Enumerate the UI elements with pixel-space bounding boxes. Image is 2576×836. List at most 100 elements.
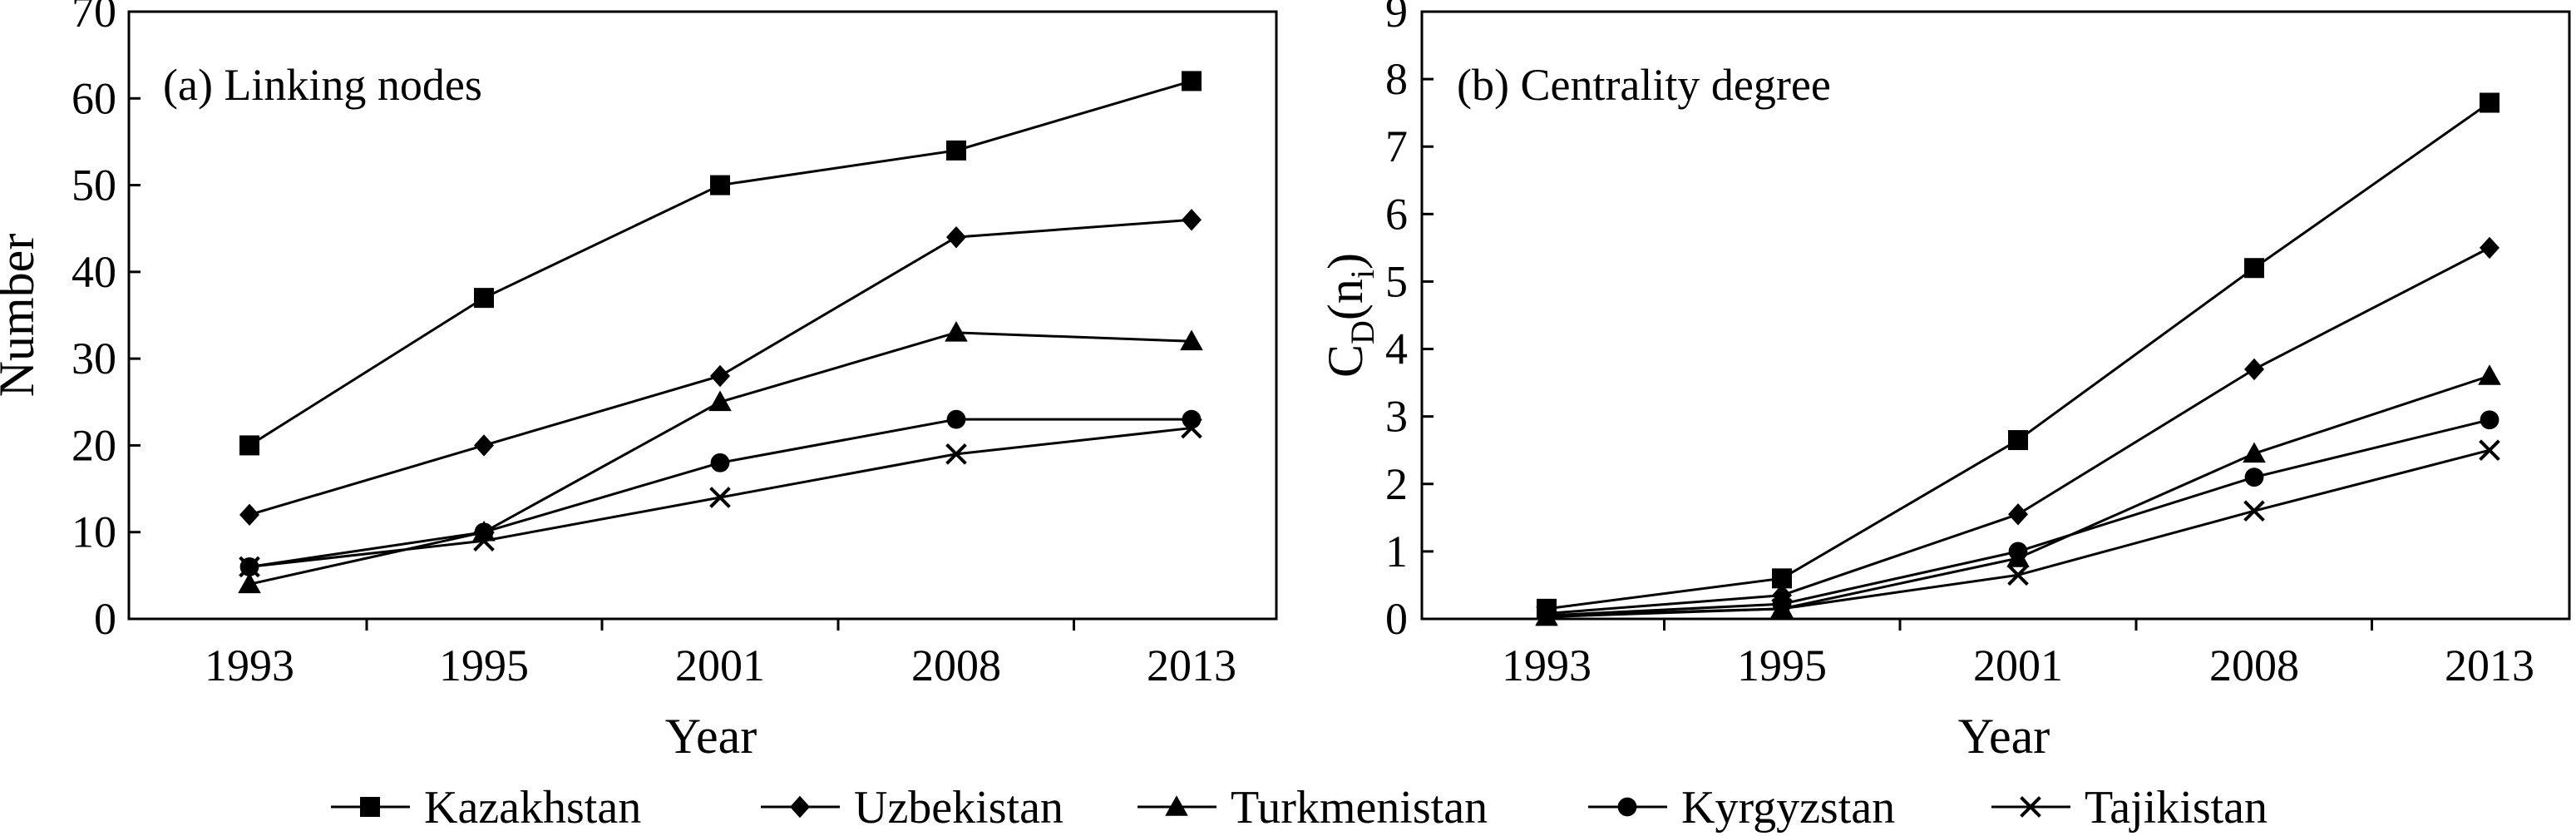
x-tick-label: 2001 — [675, 641, 765, 690]
legend-label: Uzbekistan — [854, 782, 1063, 834]
marker-cross — [239, 556, 260, 578]
series-turkmenistan — [1535, 364, 2501, 626]
marker-square — [2480, 92, 2500, 113]
series-line — [249, 418, 1192, 568]
marker-diamond — [790, 795, 810, 819]
marker-diamond — [474, 434, 494, 457]
x-tick-label: 2013 — [2445, 641, 2534, 690]
y-axis-title-part: C — [1318, 344, 1373, 378]
marker-diamond — [2480, 236, 2500, 260]
x-axis-title: Year — [665, 709, 758, 764]
marker-cross — [2007, 564, 2029, 586]
marker-square — [360, 797, 380, 817]
series-line — [1546, 101, 2490, 611]
marker-diamond — [710, 364, 730, 388]
y-tick-label: 3 — [1385, 392, 1408, 442]
plot-frame — [1420, 10, 2571, 621]
marker-circle — [946, 409, 966, 429]
marker-cross — [2479, 439, 2500, 462]
legend-label: Kyrgyzstan — [1681, 782, 1895, 834]
marker-square — [946, 140, 966, 161]
series-kazakhstan — [1537, 92, 2500, 619]
marker-triangle — [2478, 364, 2501, 385]
x-tick-label: 2001 — [1973, 641, 2063, 690]
y-tick-label: 9 — [1385, 0, 1408, 37]
y-tick-label: 60 — [72, 73, 116, 123]
series-kazakhstan — [239, 71, 1202, 456]
series-tajikistan — [1536, 439, 2500, 626]
marker-circle — [710, 453, 730, 472]
x-axis-title: Year — [1958, 709, 2050, 764]
y-tick-label: 8 — [1385, 54, 1408, 104]
x-tick-label: 2008 — [2209, 641, 2299, 690]
y-tick-label: 10 — [72, 507, 116, 557]
marker-diamond — [946, 225, 966, 249]
x-tick-label: 1993 — [1502, 641, 1591, 690]
series-line — [249, 79, 1192, 447]
marker-diamond — [1182, 209, 1202, 231]
x-tick-label: 1995 — [1737, 641, 1827, 690]
marker-circle — [2480, 410, 2500, 430]
marker-cross — [1536, 605, 1557, 626]
y-tick-label: 6 — [1385, 189, 1408, 239]
legend-entry-uzbekistan: Uzbekistan — [761, 782, 1063, 834]
marker-triangle — [2243, 442, 2266, 463]
marker-circle — [2244, 467, 2264, 487]
marker-triangle — [1180, 329, 1203, 351]
legend-label: Kazakhstan — [424, 782, 641, 834]
marker-triangle — [945, 321, 968, 342]
x-tick-label: 2008 — [911, 641, 1001, 690]
x-tick-label: 1995 — [439, 641, 529, 690]
legend-entry-turkmenistan: Turkmenistan — [1137, 782, 1488, 834]
series-tajikistan — [239, 417, 1202, 578]
marker-cross — [2020, 796, 2041, 818]
marker-cross — [709, 487, 731, 508]
y-axis-title: Number — [0, 234, 44, 398]
y-tick-label: 0 — [94, 594, 116, 644]
marker-diamond — [2244, 358, 2264, 381]
marker-square — [2244, 258, 2264, 279]
y-tick-label: 2 — [1385, 459, 1408, 509]
marker-cross — [473, 530, 495, 552]
y-tick-label: 0 — [1385, 594, 1408, 644]
marker-triangle — [708, 390, 732, 412]
marker-circle — [1617, 797, 1637, 817]
marker-cross — [1181, 417, 1202, 439]
marker-cross — [1771, 598, 1793, 620]
x-tick-label: 2013 — [1147, 641, 1236, 690]
y-tick-label: 4 — [1385, 324, 1408, 374]
legend-entry-tajikistan: Tajikistan — [1991, 782, 2268, 834]
y-tick-label: 70 — [72, 0, 116, 37]
y-tick-label: 20 — [72, 420, 116, 470]
marker-cross — [945, 443, 967, 465]
legend: Kazakhstan Uzbekistan Turkmenistan Kyrgyzst… — [331, 782, 2268, 834]
legend-label: Tajikistan — [2085, 782, 2268, 834]
y-tick-label: 50 — [72, 161, 116, 210]
marker-diamond — [2008, 503, 2028, 526]
y-axis-title: CD(ni) — [1318, 253, 1381, 378]
panel-linking-nodes: 0 10 20 30 40 50 60 70 1993 1995 2001 2008 2013 Year N… — [0, 0, 1278, 764]
y-axis-title-part: ) — [1318, 253, 1373, 270]
marker-circle — [2008, 542, 2028, 561]
y-axis-title-part: D — [1344, 320, 1381, 344]
y-tick-label: 5 — [1385, 256, 1408, 306]
marker-square — [474, 288, 494, 309]
series-uzbekistan — [239, 209, 1202, 527]
marker-triangle — [238, 572, 261, 594]
marker-square — [239, 435, 259, 456]
series-line — [1546, 374, 2490, 619]
legend-entry-kazakhstan: Kazakhstan — [331, 782, 641, 834]
y-axis-title-part: (n — [1318, 279, 1373, 320]
legend-label: Turkmenistan — [1231, 782, 1488, 834]
y-axis-title-part: i — [1344, 270, 1381, 279]
marker-cross — [2243, 500, 2265, 522]
legend-entry-kyrgyzstan: Kyrgyzstan — [1588, 782, 1895, 834]
y-tick-label: 40 — [72, 247, 116, 297]
y-tick-label: 30 — [72, 334, 116, 383]
panel-title: (b) Centrality degree — [1457, 60, 1831, 110]
y-tick-label: 7 — [1385, 121, 1408, 171]
marker-square — [710, 175, 730, 195]
x-tick-label: 1993 — [205, 641, 294, 690]
marker-square — [1182, 71, 1202, 92]
